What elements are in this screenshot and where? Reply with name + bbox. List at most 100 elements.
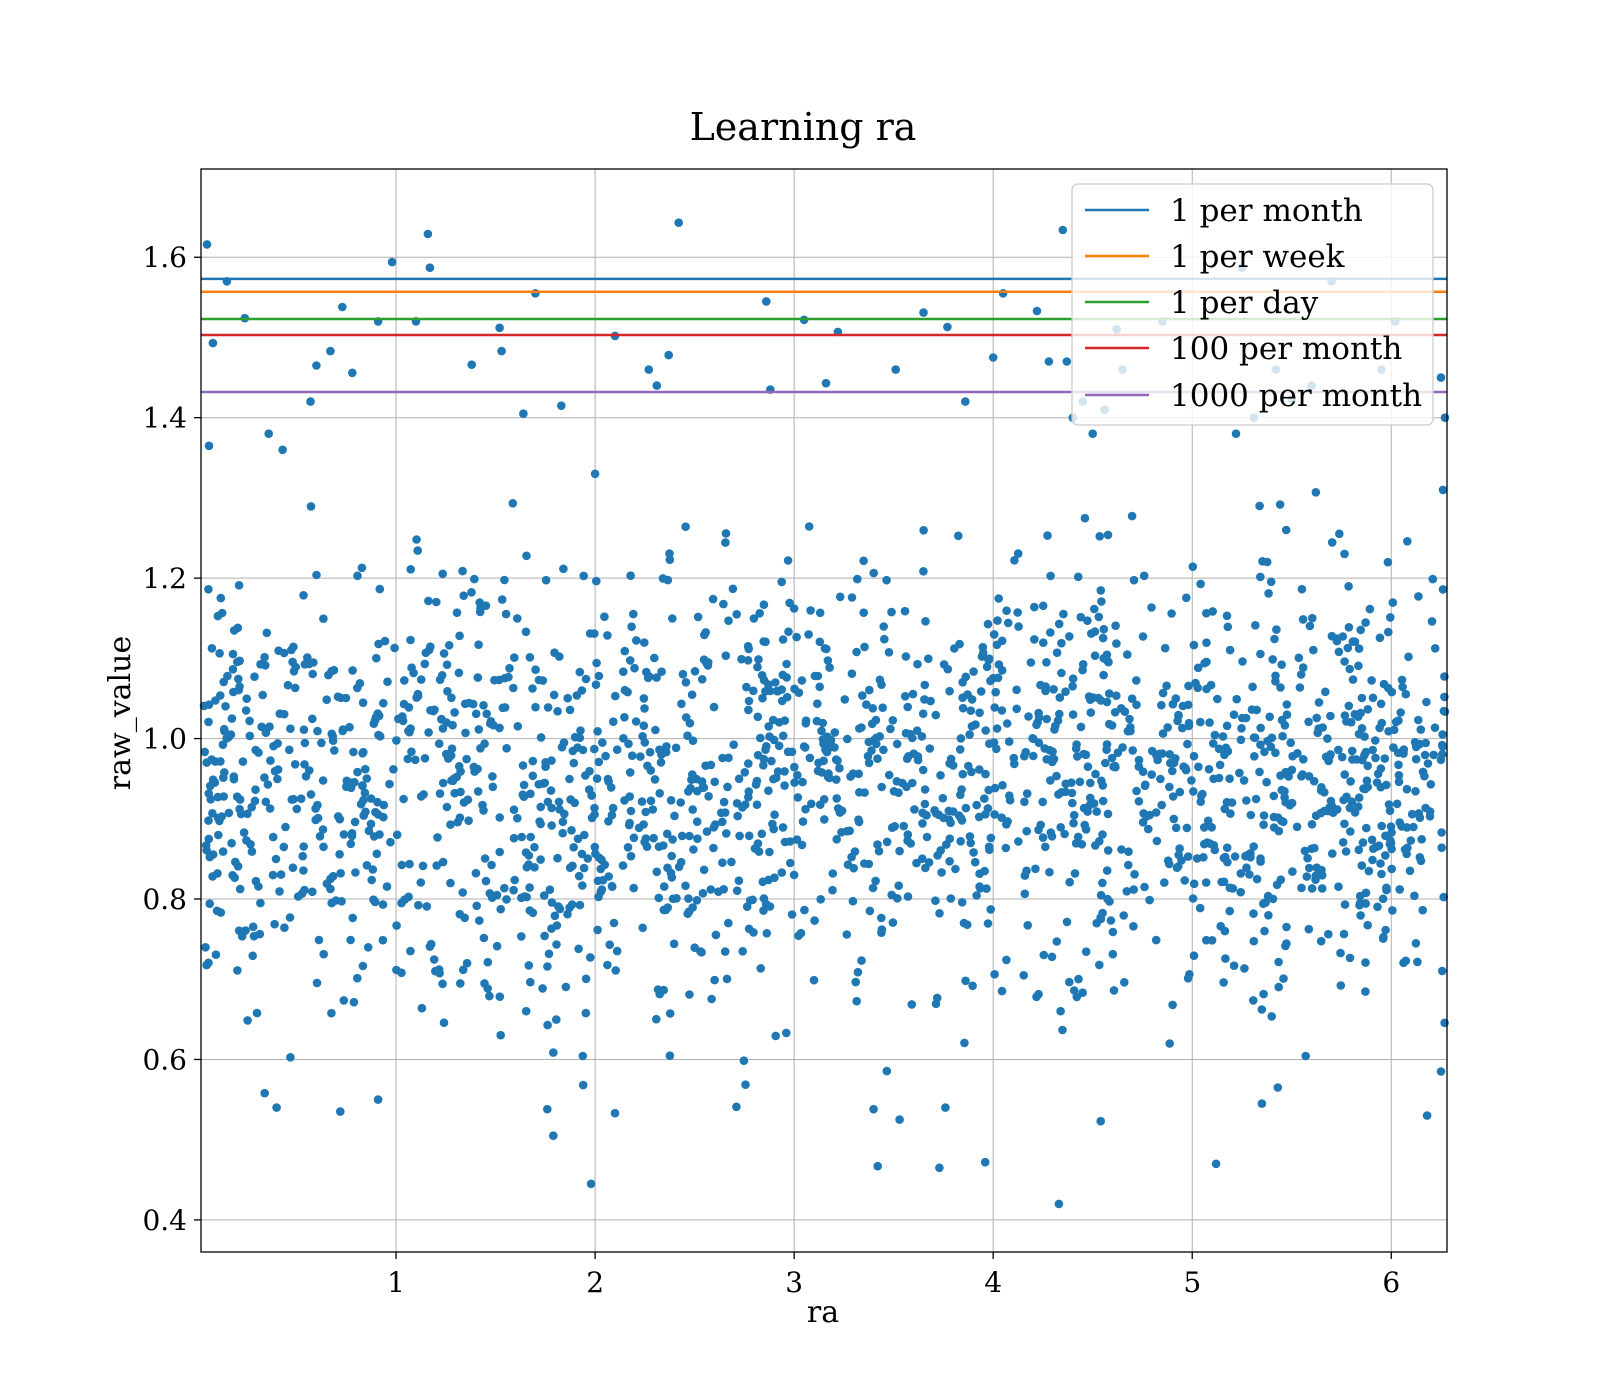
data-point [727, 857, 736, 867]
data-point [1314, 698, 1324, 707]
data-point [1388, 598, 1398, 607]
data-point [1194, 762, 1203, 772]
data-point [759, 761, 768, 770]
data-point [1229, 710, 1239, 719]
data-point [1134, 755, 1144, 765]
data-point [418, 861, 428, 871]
data-point [435, 789, 445, 798]
data-point [217, 812, 226, 821]
data-point [1281, 797, 1290, 807]
data-point [1259, 989, 1268, 999]
data-point [357, 563, 367, 573]
data-point [710, 975, 719, 985]
data-point [449, 774, 459, 783]
data-point [1189, 951, 1199, 960]
data-point [764, 722, 773, 731]
data-point [980, 1157, 990, 1167]
data-point [502, 744, 511, 753]
data-point [254, 882, 263, 891]
data-point [1189, 879, 1199, 889]
data-point [815, 682, 824, 692]
x-tick-label: 4 [984, 1266, 1002, 1299]
data-point [1062, 357, 1072, 366]
data-point [326, 874, 335, 884]
data-point [1321, 752, 1331, 762]
data-point [361, 764, 370, 774]
data-point [554, 797, 564, 807]
data-point [1038, 833, 1048, 842]
data-point [1043, 531, 1052, 540]
data-point [1316, 786, 1326, 795]
y-axis-label: raw_value [103, 636, 138, 790]
data-point [1061, 687, 1070, 696]
data-point [509, 805, 519, 814]
data-point [933, 851, 942, 860]
data-point [698, 889, 708, 898]
data-point [815, 608, 825, 618]
data-point [777, 868, 787, 877]
y-tick-label: 1.2 [142, 562, 187, 595]
data-point [1088, 429, 1097, 439]
data-point [966, 838, 975, 848]
data-point [574, 944, 583, 954]
data-point [262, 628, 272, 638]
data-point [1078, 665, 1087, 675]
data-point [1276, 683, 1285, 692]
data-point [1124, 847, 1133, 856]
data-point [237, 932, 247, 941]
data-point [955, 745, 965, 754]
data-point [891, 365, 900, 374]
data-point [204, 441, 214, 451]
data-point [1112, 691, 1121, 700]
data-point [945, 834, 955, 843]
data-point [467, 588, 476, 597]
data-point [609, 717, 618, 726]
data-point [853, 967, 863, 977]
data-point [693, 834, 702, 843]
data-point [762, 297, 771, 306]
data-point [1384, 627, 1393, 637]
data-point [1021, 747, 1030, 757]
data-point [1039, 638, 1048, 647]
data-point [753, 839, 763, 848]
data-point [859, 556, 868, 566]
data-point [550, 911, 560, 921]
data-point [609, 918, 619, 928]
data-point [313, 726, 322, 736]
data-point [699, 655, 709, 664]
data-point [201, 943, 210, 952]
data-point [1376, 764, 1386, 773]
data-point [1221, 954, 1230, 963]
data-point [567, 900, 577, 909]
data-point [1165, 782, 1174, 792]
data-point [966, 706, 976, 715]
data-point [1265, 712, 1274, 722]
data-point [1160, 643, 1170, 653]
data-point [1202, 935, 1211, 945]
data-point [372, 653, 381, 663]
data-point [1090, 627, 1100, 636]
data-point [823, 656, 833, 665]
data-point [1282, 700, 1292, 709]
data-point [346, 839, 356, 849]
data-point [1334, 882, 1343, 891]
data-point [711, 930, 721, 940]
data-point [513, 722, 523, 731]
data-point [724, 616, 733, 625]
data-point [1409, 822, 1418, 832]
data-point [651, 725, 660, 735]
data-point [1271, 748, 1280, 758]
data-point [1353, 712, 1363, 721]
data-point [238, 757, 248, 766]
data-point [1328, 849, 1337, 858]
data-point [479, 701, 488, 710]
data-point [744, 696, 754, 706]
data-point [1127, 511, 1137, 521]
data-point [1231, 429, 1241, 439]
data-point [368, 865, 378, 874]
data-point [1026, 658, 1036, 667]
data-point [1098, 633, 1108, 643]
data-point [847, 669, 857, 678]
data-point [268, 832, 278, 842]
data-point [1242, 796, 1251, 805]
